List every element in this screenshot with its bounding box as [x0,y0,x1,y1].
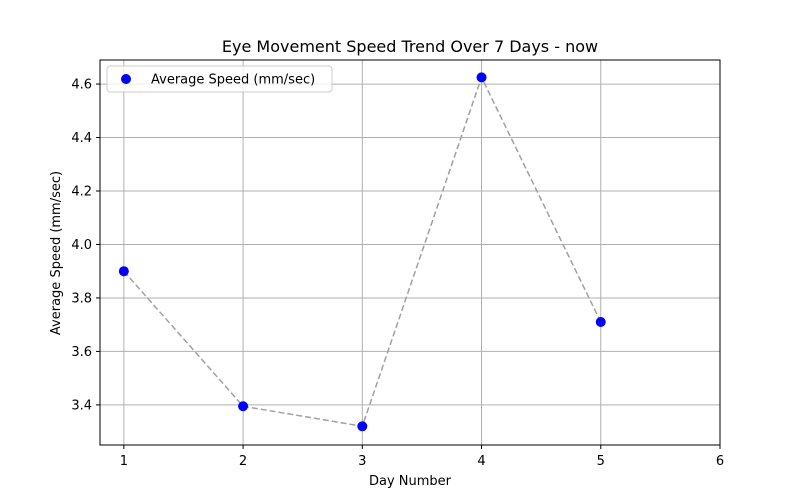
legend-marker [121,74,131,84]
x-tick-label: 1 [120,454,128,469]
data-point [238,401,249,412]
x-tick-label: 3 [358,454,366,469]
y-tick-label: 3.6 [71,345,92,360]
grid [100,60,721,445]
data-point [476,72,487,83]
y-axis-label: Average Speed (mm/sec) [49,171,64,335]
plot-frame [99,59,721,446]
x-tick-label: 4 [477,454,485,469]
x-axis-ticks: 1 2 3 4 5 6 [120,445,724,469]
y-tick-label: 4.6 [71,78,92,93]
chart-title: Eye Movement Speed Trend Over 7 Days - n… [222,37,598,56]
y-axis-ticks: 3.4 3.6 3.8 4.0 4.2 4.4 4.6 [71,78,100,413]
legend-label: Average Speed (mm/sec) [151,73,315,88]
x-tick-label: 6 [716,454,724,469]
x-tick-label: 5 [597,454,605,469]
legend: Average Speed (mm/sec) [106,65,333,93]
x-tick-label: 2 [239,454,247,469]
y-tick-label: 3.8 [71,291,92,306]
y-tick-label: 4.0 [71,238,92,253]
data-point [118,266,129,277]
data-point [357,421,368,432]
y-tick-label: 4.4 [71,131,92,146]
data-points [118,72,606,432]
y-tick-label: 4.2 [71,185,92,200]
x-axis-label: Day Number [369,474,452,489]
legend-box [106,65,333,93]
y-tick-label: 3.4 [71,398,92,413]
data-point [595,317,606,328]
